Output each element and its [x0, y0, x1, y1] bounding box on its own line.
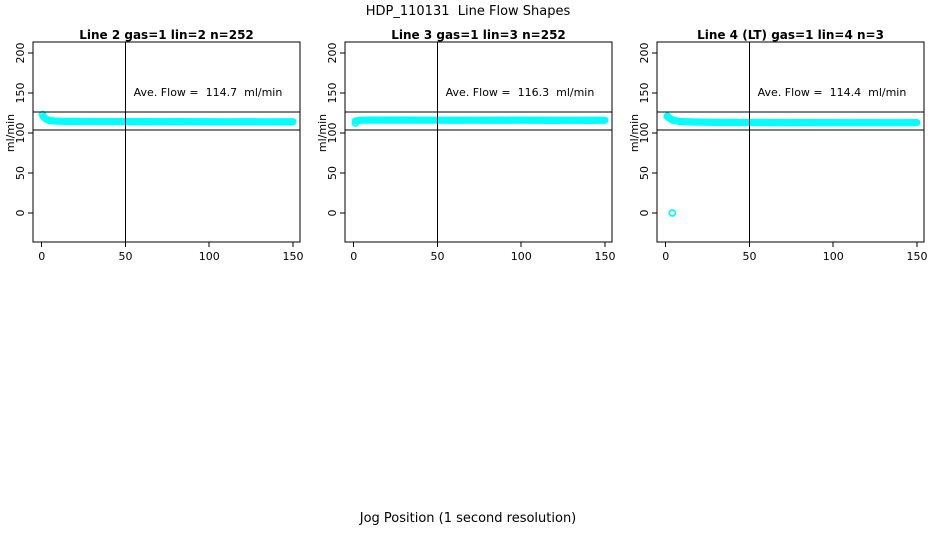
panel-line-2: Line 2 gas=1 lin=2 n=252 Ave. Flow = 114… [0, 0, 312, 300]
y-tick-label: 200 [14, 43, 27, 64]
y-tick-label: 150 [326, 83, 339, 104]
plot-box [656, 41, 925, 243]
y-tick-label: 50 [326, 166, 339, 180]
plot-area-line-2: 0 50 100 150 200 0 50 100 150 [14, 41, 303, 263]
y-tick-label: 0 [14, 209, 27, 216]
y-tick-label: 50 [14, 166, 27, 180]
x-tick-label: 150 [906, 250, 927, 263]
x-tick-label: 0 [38, 250, 45, 263]
panel-line-3: Line 3 gas=1 lin=3 n=252 Ave. Flow = 116… [312, 0, 624, 300]
panel-title: Line 2 gas=1 lin=2 n=252 [79, 28, 254, 42]
plot-box [32, 41, 301, 243]
panel-title: Line 3 gas=1 lin=3 n=252 [391, 28, 566, 42]
data-point-marker [668, 209, 677, 217]
x-axis-title: Jog Position (1 second resolution) [359, 511, 577, 526]
x-tick-label: 50 [118, 250, 132, 263]
x-tick-label: 50 [430, 250, 444, 263]
plot-area-line-4: 0 50 100 150 200 0 50 100 150 [638, 41, 927, 263]
x-tick-label: 50 [742, 250, 756, 263]
x-tick-label: 0 [662, 250, 669, 263]
data-point-band [663, 112, 921, 127]
x-tick-label: 150 [594, 250, 615, 263]
y-tick-label: 150 [14, 83, 27, 104]
figure-title: HDP_110131 Line Flow Shapes [365, 4, 571, 19]
data-point-band [39, 113, 297, 126]
data-point-marker [351, 119, 360, 127]
plot-area-line-3: 0 50 100 150 200 0 50 100 150 [326, 41, 615, 263]
data-point-marker [663, 112, 672, 121]
x-tick-label: 150 [282, 250, 303, 263]
y-tick-label: 0 [326, 209, 339, 216]
x-tick-label: 100 [823, 250, 844, 263]
x-tick-label: 100 [199, 250, 220, 263]
x-tick-label: 100 [511, 250, 532, 263]
y-tick-label: 100 [326, 123, 339, 144]
ave-flow-annotation: Ave. Flow = 114.7 ml/min [133, 86, 283, 99]
y-tick-label: 100 [14, 123, 27, 144]
data-point-band [351, 116, 609, 125]
ave-flow-annotation: Ave. Flow = 116.3 ml/min [445, 86, 595, 99]
y-tick-label: 50 [638, 166, 651, 180]
y-tick-label: 200 [638, 43, 651, 64]
panel-line-4: Line 4 (LT) gas=1 lin=4 n=3 Ave. Flow = … [624, 0, 936, 300]
y-tick-label: 0 [638, 209, 651, 216]
x-tick-label: 0 [350, 250, 357, 263]
panel-title: Line 4 (LT) gas=1 lin=4 n=3 [697, 28, 884, 42]
y-tick-label: 100 [638, 123, 651, 144]
ave-flow-annotation: Ave. Flow = 114.4 ml/min [757, 86, 907, 99]
plot-box [344, 41, 613, 243]
y-tick-label: 200 [326, 43, 339, 64]
y-tick-label: 150 [638, 83, 651, 104]
